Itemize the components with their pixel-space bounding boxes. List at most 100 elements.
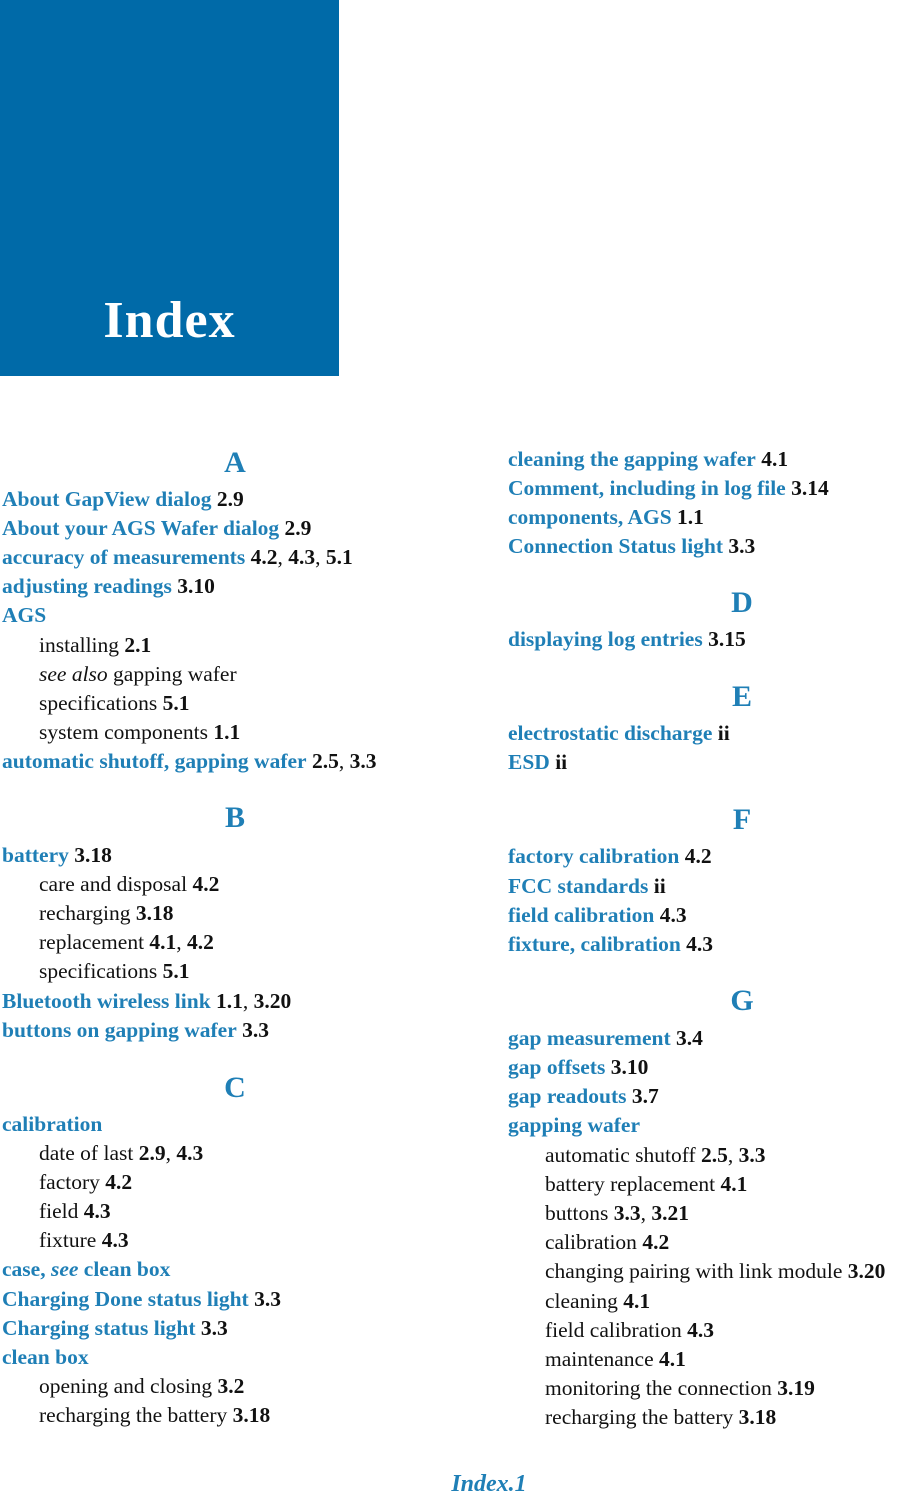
- index-subterm: fixture: [39, 1228, 97, 1252]
- index-entry: Charging status light 3.3: [2, 1315, 228, 1341]
- page-reference: 3.20: [253, 989, 292, 1013]
- page-separator: ,: [176, 930, 188, 954]
- index-entry: factory calibration 4.2: [508, 843, 712, 869]
- page-reference: 4.1: [623, 1289, 651, 1313]
- see-also-reference: see also: [39, 662, 108, 686]
- index-title-block: Index: [0, 0, 339, 376]
- index-subterm: opening and closing: [39, 1374, 213, 1398]
- index-subterm: recharging: [39, 901, 131, 925]
- page-reference: 2.5: [311, 749, 339, 773]
- section-letter-a: A: [224, 446, 246, 479]
- index-subentry: battery replacement 4.1: [545, 1171, 747, 1197]
- page-reference: 4.1: [149, 930, 177, 954]
- page-reference: 3.18: [738, 1405, 777, 1429]
- page-reference: 4.2: [684, 844, 712, 868]
- page-reference: 2.9: [216, 487, 244, 511]
- index-term: gap readouts: [508, 1084, 627, 1108]
- page-reference: 2.1: [124, 633, 152, 657]
- index-entry: fixture, calibration 4.3: [508, 931, 713, 957]
- index-entry: accuracy of measurements 4.2, 4.3, 5.1: [2, 544, 353, 570]
- section-letter-g: G: [730, 984, 754, 1017]
- index-entry: ESD ii: [508, 749, 567, 775]
- page-reference: 4.2: [105, 1170, 133, 1194]
- index-entry: battery 3.18: [2, 842, 112, 868]
- index-term: calibration: [2, 1112, 103, 1136]
- page-reference: 3.7: [631, 1084, 659, 1108]
- index-term-target: clean box: [78, 1257, 171, 1281]
- index-term: FCC standards: [508, 874, 649, 898]
- index-subentry: opening and closing 3.2: [39, 1373, 244, 1399]
- index-subterm: cleaning: [545, 1289, 618, 1313]
- page-title: Index: [103, 292, 236, 349]
- index-subterm: care and disposal: [39, 872, 188, 896]
- page-separator: ,: [277, 545, 289, 569]
- page-reference: 4.1: [659, 1347, 686, 1371]
- page-reference: 4.1: [761, 447, 789, 471]
- index-entry: Connection Status light 3.3: [508, 533, 755, 559]
- see-reference: see: [50, 1257, 79, 1281]
- index-term: Comment, including in log file: [508, 476, 786, 500]
- page-reference: 4.1: [720, 1172, 748, 1196]
- page-separator: ,: [315, 545, 326, 569]
- page-reference: 3.18: [232, 1403, 271, 1427]
- index-subentry: replacement 4.1, 4.2: [39, 929, 214, 955]
- index-term: displaying log entries: [508, 627, 703, 651]
- page-reference: 3.4: [676, 1026, 703, 1050]
- index-term: accuracy of measurements: [2, 545, 246, 569]
- page-reference: 3.19: [777, 1376, 815, 1400]
- index-subterm: recharging the battery: [545, 1405, 734, 1429]
- index-subentry: cleaning 4.1: [545, 1288, 650, 1314]
- index-subentry: specifications 5.1: [39, 690, 189, 716]
- index-entry: calibration: [2, 1111, 102, 1137]
- index-term: About your AGS Wafer dialog: [2, 516, 280, 540]
- index-term: cleaning the gapping wafer: [508, 447, 756, 471]
- section-letter-e: E: [731, 680, 752, 713]
- index-subentry: monitoring the connection 3.19: [545, 1375, 815, 1401]
- index-entry: FCC standards ii: [508, 873, 666, 899]
- index-term: Connection Status light: [508, 534, 724, 558]
- index-term: Charging status light: [2, 1316, 196, 1340]
- section-letter-b: B: [224, 801, 245, 834]
- index-subterm: specifications: [39, 691, 158, 715]
- index-subentry: date of last 2.9, 4.3: [39, 1140, 203, 1166]
- index-entry: gap measurement 3.4: [508, 1025, 703, 1051]
- page-separator: ,: [165, 1141, 177, 1165]
- page-reference: 3.3: [728, 534, 756, 558]
- page-reference: 4.3: [176, 1141, 204, 1165]
- section-letter-f: F: [732, 803, 752, 836]
- index-subentry: recharging 3.18: [39, 900, 174, 926]
- index-subterm: automatic shutoff: [545, 1143, 696, 1167]
- page-reference: 4.3: [101, 1228, 129, 1252]
- index-entry: Charging Done status light 3.3: [2, 1286, 281, 1312]
- index-entry: buttons on gapping wafer 3.3: [2, 1017, 269, 1043]
- index-subterm: system components: [39, 720, 208, 744]
- index-term: clean box: [2, 1345, 89, 1369]
- index-entry: case, see clean box: [2, 1256, 170, 1282]
- index-subterm: gapping wafer: [113, 662, 237, 686]
- index-term: automatic shutoff, gapping wafer: [2, 749, 307, 773]
- page-reference: 3.15: [708, 627, 746, 651]
- page-reference: 5.1: [162, 959, 190, 983]
- index-term: factory calibration: [508, 844, 680, 868]
- index-term: About GapView dialog: [2, 487, 212, 511]
- page-reference: 4.3: [659, 903, 687, 927]
- page-reference: 4.2: [187, 930, 214, 954]
- index-subterm: monitoring the connection: [545, 1376, 772, 1400]
- index-entry: About GapView dialog 2.9: [2, 486, 244, 512]
- index-term: gapping wafer: [508, 1113, 640, 1137]
- index-entry: Bluetooth wireless link 1.1, 3.20: [2, 988, 291, 1014]
- index-entry: clean box: [2, 1344, 89, 1370]
- page-reference: 1.1: [677, 505, 704, 529]
- index-subterm: recharging the battery: [39, 1403, 228, 1427]
- page-reference: 4.2: [192, 872, 220, 896]
- page-reference: 2.5: [701, 1143, 728, 1167]
- page-reference: 5.1: [162, 691, 190, 715]
- index-entry: automatic shutoff, gapping wafer 2.5, 3.…: [2, 748, 376, 774]
- page-number: Index.1: [451, 1471, 527, 1497]
- index-term: components, AGS: [508, 505, 672, 529]
- index-subterm: maintenance: [545, 1347, 654, 1371]
- index-subterm: battery replacement: [545, 1172, 716, 1196]
- index-subterm: factory: [39, 1170, 100, 1194]
- page-reference: 3.3: [349, 749, 377, 773]
- page-reference: 3.18: [135, 901, 174, 925]
